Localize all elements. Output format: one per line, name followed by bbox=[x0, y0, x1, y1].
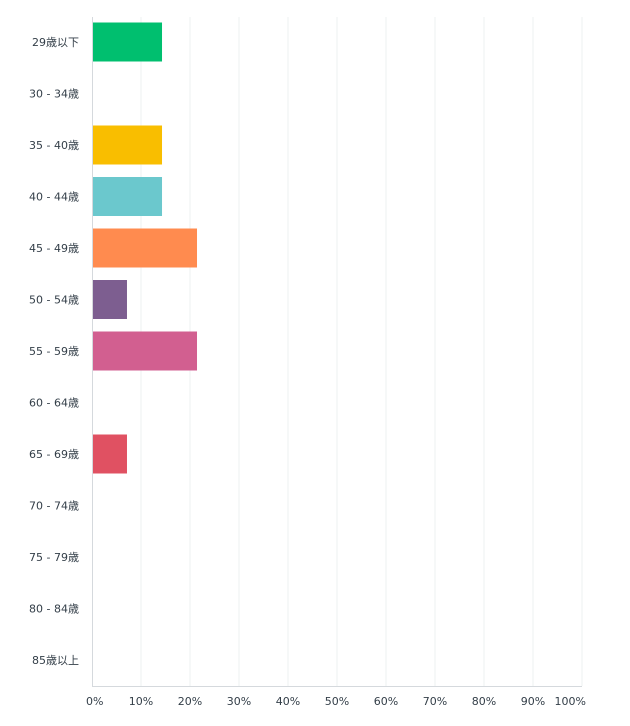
category-label: 40 - 44歳 bbox=[29, 191, 79, 204]
x-tick-label: 50% bbox=[325, 695, 349, 708]
x-tick-label: 30% bbox=[227, 695, 251, 708]
category-label: 55 - 59歳 bbox=[29, 345, 79, 358]
category-label: 29歳以下 bbox=[32, 36, 79, 49]
category-label: 50 - 54歳 bbox=[29, 294, 79, 307]
category-label: 60 - 64歳 bbox=[29, 397, 79, 410]
bar[interactable] bbox=[92, 22, 163, 62]
category-labels: 29歳以下 30 - 34歳 35 - 40歳 40 - 44歳 45 - 49歳 50 … bbox=[29, 36, 79, 667]
x-tick-label: 80% bbox=[472, 695, 496, 708]
bars bbox=[92, 22, 198, 474]
x-tick-label: 0% bbox=[86, 695, 103, 708]
category-label: 45 - 49歳 bbox=[29, 242, 79, 255]
bar[interactable] bbox=[92, 280, 127, 319]
category-label: 30 - 34歳 bbox=[29, 88, 79, 101]
grid-lines bbox=[140, 17, 583, 686]
x-tick-labels: 0% 10% 20% 30% 40% 50% 60% 70% 80% 90% 100% bbox=[86, 695, 586, 708]
x-tick-label: 60% bbox=[374, 695, 398, 708]
category-label: 65 - 69歳 bbox=[29, 448, 79, 461]
x-tick-label: 20% bbox=[178, 695, 202, 708]
x-tick-label: 40% bbox=[276, 695, 300, 708]
bar[interactable] bbox=[92, 177, 163, 216]
category-label: 35 - 40歳 bbox=[29, 139, 79, 152]
x-tick-label: 90% bbox=[521, 695, 545, 708]
bar[interactable] bbox=[92, 434, 127, 474]
category-label: 75 - 79歳 bbox=[29, 551, 79, 564]
bar[interactable] bbox=[92, 331, 198, 371]
axes bbox=[92, 17, 582, 687]
category-label: 85歳以上 bbox=[32, 654, 79, 667]
x-tick-label: 70% bbox=[423, 695, 447, 708]
x-tick-label: 100% bbox=[555, 695, 586, 708]
bar[interactable] bbox=[92, 228, 198, 268]
bar[interactable] bbox=[92, 125, 163, 165]
x-tick-label: 10% bbox=[129, 695, 153, 708]
category-label: 70 - 74歳 bbox=[29, 500, 79, 513]
category-label: 80 - 84歳 bbox=[29, 603, 79, 616]
